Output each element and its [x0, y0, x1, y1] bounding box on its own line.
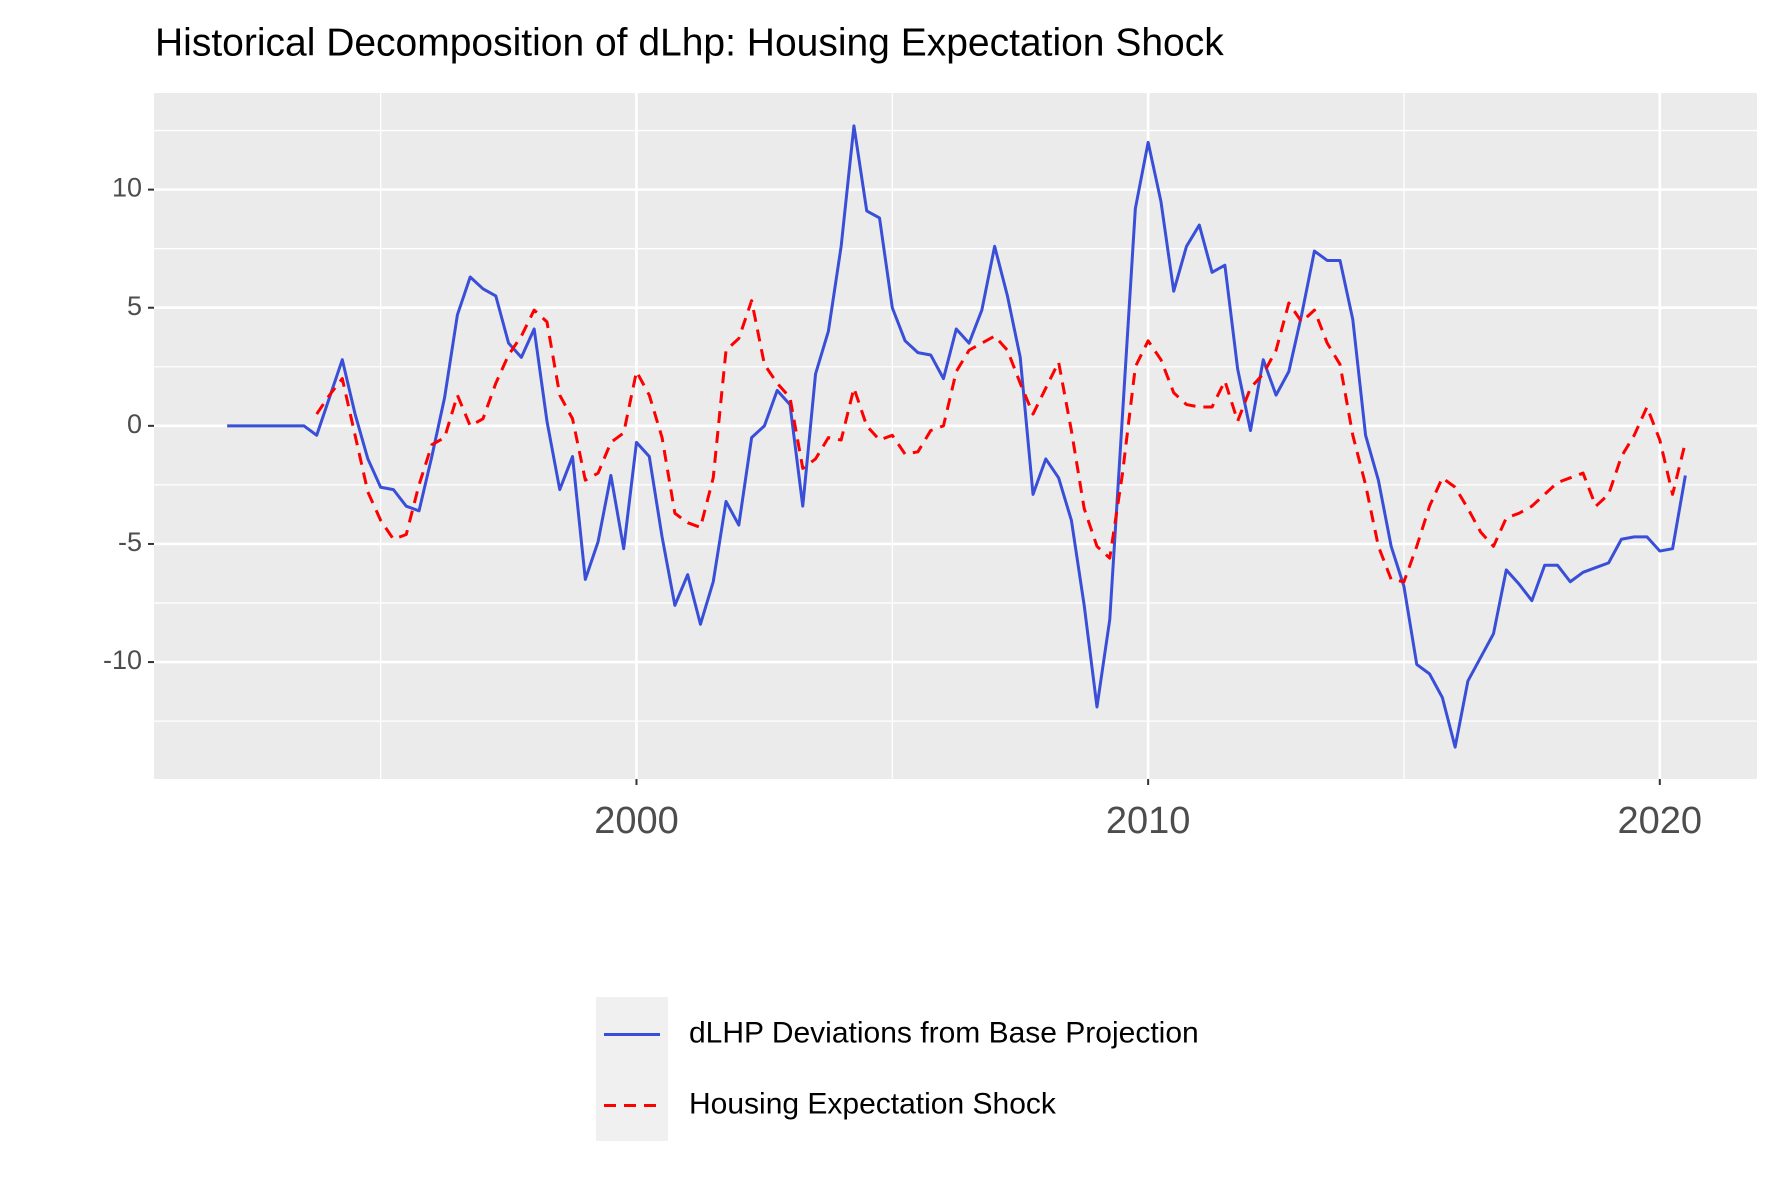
x-tick-label: 2020: [1618, 800, 1703, 842]
legend-label: Housing Expectation Shock: [689, 1087, 1057, 1120]
y-tick-label: -10: [103, 645, 142, 675]
x-tick-label: 2010: [1106, 800, 1191, 842]
chart-title: Historical Decomposition of dLhp: Housin…: [155, 21, 1224, 64]
legend-label: dLHP Deviations from Base Projection: [689, 1016, 1199, 1049]
y-tick-label: 10: [112, 173, 142, 203]
series-line: [227, 124, 1687, 749]
plot-panel: [154, 93, 1757, 779]
x-tick-label: 2000: [594, 800, 679, 842]
y-tick-label: 5: [127, 291, 142, 321]
series-line: [315, 299, 1687, 584]
y-tick-label: 0: [127, 409, 142, 439]
y-tick-label: -5: [118, 527, 142, 557]
legend-key-background: [596, 997, 668, 1141]
